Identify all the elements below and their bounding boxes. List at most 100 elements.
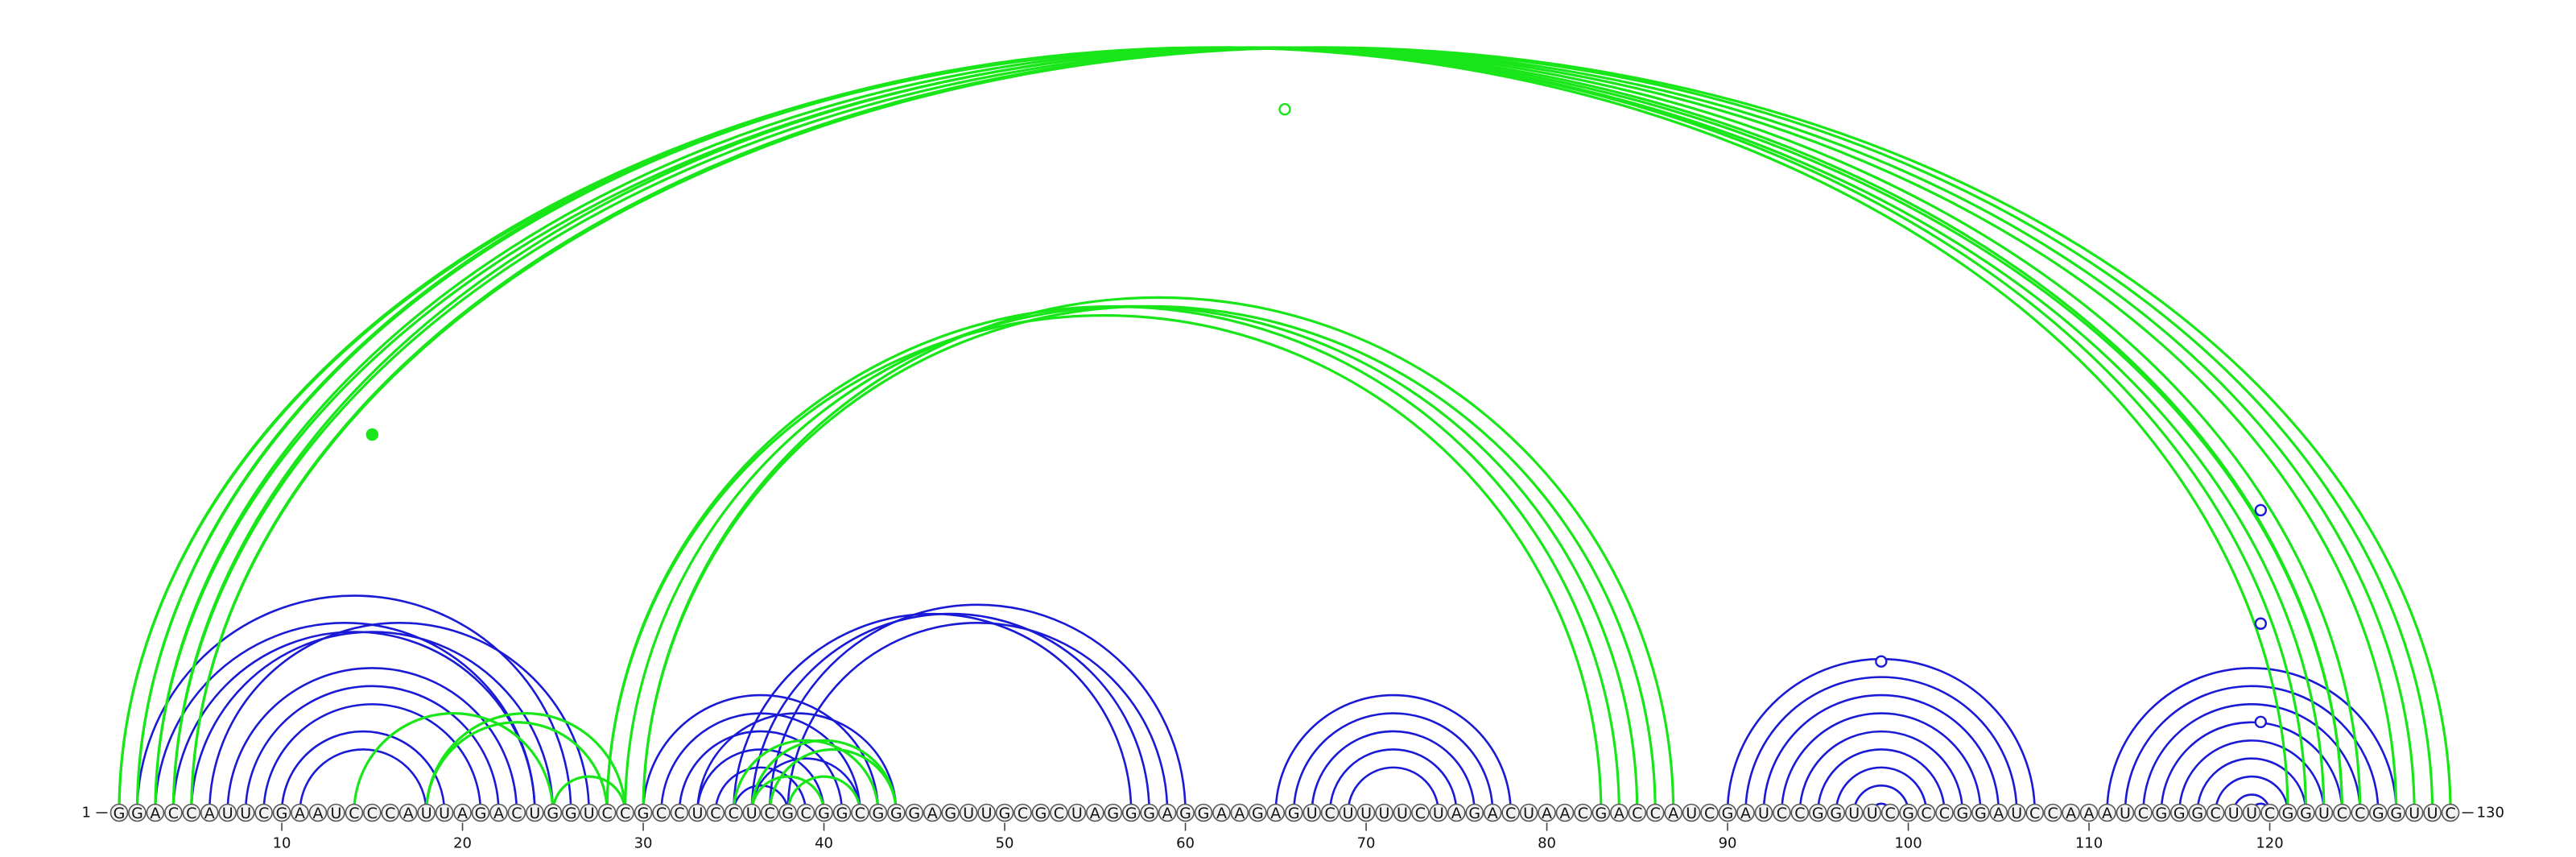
nucleotide: A [398,803,418,822]
nucleotide-circle [2206,803,2225,822]
nucleotide-circle [2242,803,2261,822]
nucleotide: U [742,803,762,822]
nucleotide-letter: G [565,805,577,822]
nucleotide-letter: U [1397,805,1408,822]
nucleotide-circle [1917,803,1936,822]
tick-label: 20 [453,835,472,852]
nucleotide: G [778,803,797,822]
blue-arc-19 [750,612,1150,814]
nucleotide-letter: A [493,805,504,822]
nucleotide-letter: U [1307,805,1318,822]
nucleotide-circle [1140,803,1158,822]
nucleotide-circle [435,803,454,822]
nucleotide-letter: A [1993,805,2004,822]
nucleotide-circle [688,803,707,822]
nucleotide-circle [1574,803,1592,822]
nucleotide-letter: U [1433,805,1444,822]
nucleotide: C [1013,803,1032,822]
nucleotide-circle [923,803,942,822]
nucleotide-letter: A [1560,805,1571,822]
nucleotide: C [1935,803,1954,822]
blue-arc-24 [1311,730,1476,814]
nucleotide-circle [345,803,364,822]
nucleotide-circle [1501,803,1520,822]
nucleotide-circle [1555,803,1575,822]
nucleotide-letter: U [421,805,432,822]
nucleotide-letter: C [1578,805,1588,822]
nucleotide: C [345,803,364,822]
nucleotide-letter: G [1975,805,1987,822]
nucleotide: G [1953,803,1972,822]
nucleotide-circle [1411,803,1430,822]
blue-arc-26 [1347,766,1440,814]
green-arc-16 [624,304,1639,814]
nucleotide: U [1754,803,1773,822]
green-arc-22 [732,739,880,814]
green-arc-20 [786,775,862,814]
nucleotide-letter: G [547,805,559,822]
nucleotide-circle [1212,803,1231,822]
nucleotide-circle [2368,803,2388,822]
nucleotide-letter: G [638,805,650,822]
nucleotide-letter: U [2011,805,2022,822]
nucleotide-circle [561,803,580,822]
nucleotide: U [236,803,255,822]
nucleotide-circle [1519,803,1538,822]
nucleotide-circle [272,803,291,822]
nucleotide: C [1645,803,1665,822]
nucleotide-letter: G [836,805,848,822]
nucleotide-letter: U [1071,805,1083,822]
nucleotide-circle [2188,803,2207,822]
nucleotide-letter: G [1722,805,1734,822]
nucleotide: A [1212,803,1231,822]
nucleotide: C [1790,803,1810,822]
nucleotide-circle [398,803,418,822]
blue-arc-20 [768,603,1187,814]
nucleotide-letter: G [2282,805,2294,822]
nucleotide-circle [1176,803,1195,822]
nucleotide-circle [1718,803,1737,822]
blue-arc-41 [2196,757,2307,814]
nucleotide-letter: G [890,805,902,822]
nucleotide: C [2134,803,2153,822]
nucleotide-circle [851,803,869,822]
blue-arc-28 [1744,676,2018,814]
nucleotide-circle [670,803,689,822]
nucleotide-letter: C [855,805,865,822]
nucleotide: G [1104,803,1123,822]
nucleotide-letter: C [602,805,613,822]
nucleotide-circle [1158,803,1177,822]
nucleotide-letter: C [2355,805,2365,822]
nucleotide-letter: C [1939,805,1950,822]
nucleotide-circle [2025,803,2044,822]
nucleotide-circle [2224,803,2243,822]
nucleotide: U [218,803,237,822]
nucleotide-circle [1989,803,2008,822]
nucleotide-letter: U [1758,805,1769,822]
nucleotide-circle [1375,803,1393,822]
nucleotide-circle [1031,803,1051,822]
nucleotide-circle [1447,803,1466,822]
nucleotide-letter: G [944,805,956,822]
blue-arc-17 [696,712,898,814]
nucleotide-circle [742,803,762,822]
nucleotide-letter: C [1018,805,1028,822]
nucleotide-letter: A [1090,805,1100,822]
nucleotide-circle [2314,803,2334,822]
nucleotide: C [1574,803,1592,822]
nucleotide: U [2314,803,2334,822]
nucleotide-circle [941,803,960,822]
nucleotide: U [580,803,599,822]
nucleotide: A [1230,803,1249,822]
nucleotide-letter: C [1885,805,1895,822]
nucleotide-circle [2116,803,2135,822]
nucleotide-letter: U [439,805,450,822]
nucleotide-letter: U [2120,805,2131,822]
nucleotide: A [1736,803,1755,822]
nucleotide: U [1393,803,1412,822]
blue-arc-34 [1852,785,1909,814]
green-arc-8 [190,46,2434,814]
nucleotide-letter: C [1415,805,1426,822]
nucleotide-circle [1320,803,1340,822]
